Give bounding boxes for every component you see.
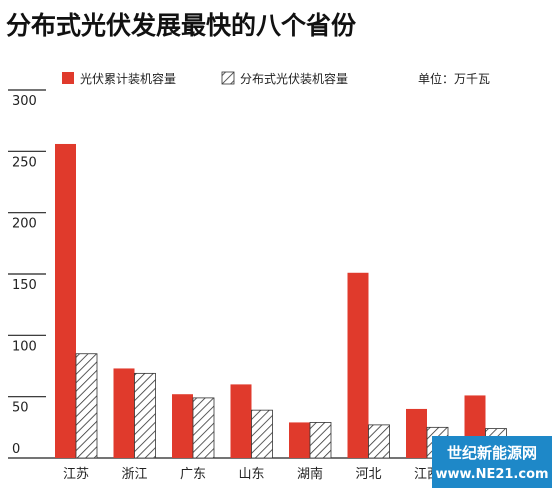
bar-distributed bbox=[192, 397, 215, 459]
unit-label: 单位：万千瓦 bbox=[418, 71, 490, 86]
bar-total bbox=[230, 384, 252, 458]
bar-distributed bbox=[75, 353, 98, 459]
chart-title: 分布式光伏发展最快的八个省份 bbox=[6, 11, 356, 40]
legend-label-series-1: 光伏累计装机容量 bbox=[80, 71, 176, 86]
bar-total bbox=[172, 394, 193, 458]
watermark-badge bbox=[432, 436, 552, 488]
y-tick-label: 150 bbox=[12, 278, 37, 293]
bar-distributed bbox=[309, 422, 332, 459]
category-label: 广东 bbox=[180, 467, 206, 482]
legend-swatch-series-1 bbox=[62, 72, 74, 84]
bar-total bbox=[113, 368, 135, 458]
y-tick-label: 300 bbox=[12, 94, 37, 109]
y-tick-label: 250 bbox=[12, 155, 37, 170]
bars bbox=[55, 143, 507, 459]
bar-total bbox=[55, 143, 76, 458]
y-tick-label: 100 bbox=[12, 339, 37, 354]
legend-label-series-2: 分布式光伏装机容量 bbox=[240, 71, 348, 86]
category-label: 河北 bbox=[355, 467, 381, 482]
legend-swatch-series-2 bbox=[221, 71, 235, 85]
bar-distributed bbox=[251, 409, 273, 459]
bar-distributed bbox=[368, 424, 390, 459]
legend: 光伏累计装机容量 分布式光伏装机容量 单位：万千瓦 bbox=[62, 71, 490, 86]
y-tick-label: 50 bbox=[12, 401, 29, 416]
y-tick-label: 0 bbox=[12, 442, 20, 457]
category-label: 湖南 bbox=[297, 466, 323, 482]
bar-total bbox=[406, 408, 427, 458]
bar-total bbox=[289, 422, 310, 458]
bar-distributed bbox=[134, 372, 156, 459]
category-label: 山东 bbox=[238, 467, 264, 482]
watermark-url: www.NE21.com bbox=[435, 467, 548, 482]
watermark-title: 世纪新能源网 bbox=[447, 444, 537, 462]
watermark: 世纪新能源网 www.NE21.com bbox=[432, 436, 552, 488]
category-label: 浙江 bbox=[121, 467, 147, 482]
bar-total bbox=[347, 272, 369, 458]
category-label: 江苏 bbox=[63, 466, 89, 482]
y-tick-label: 200 bbox=[12, 217, 37, 232]
